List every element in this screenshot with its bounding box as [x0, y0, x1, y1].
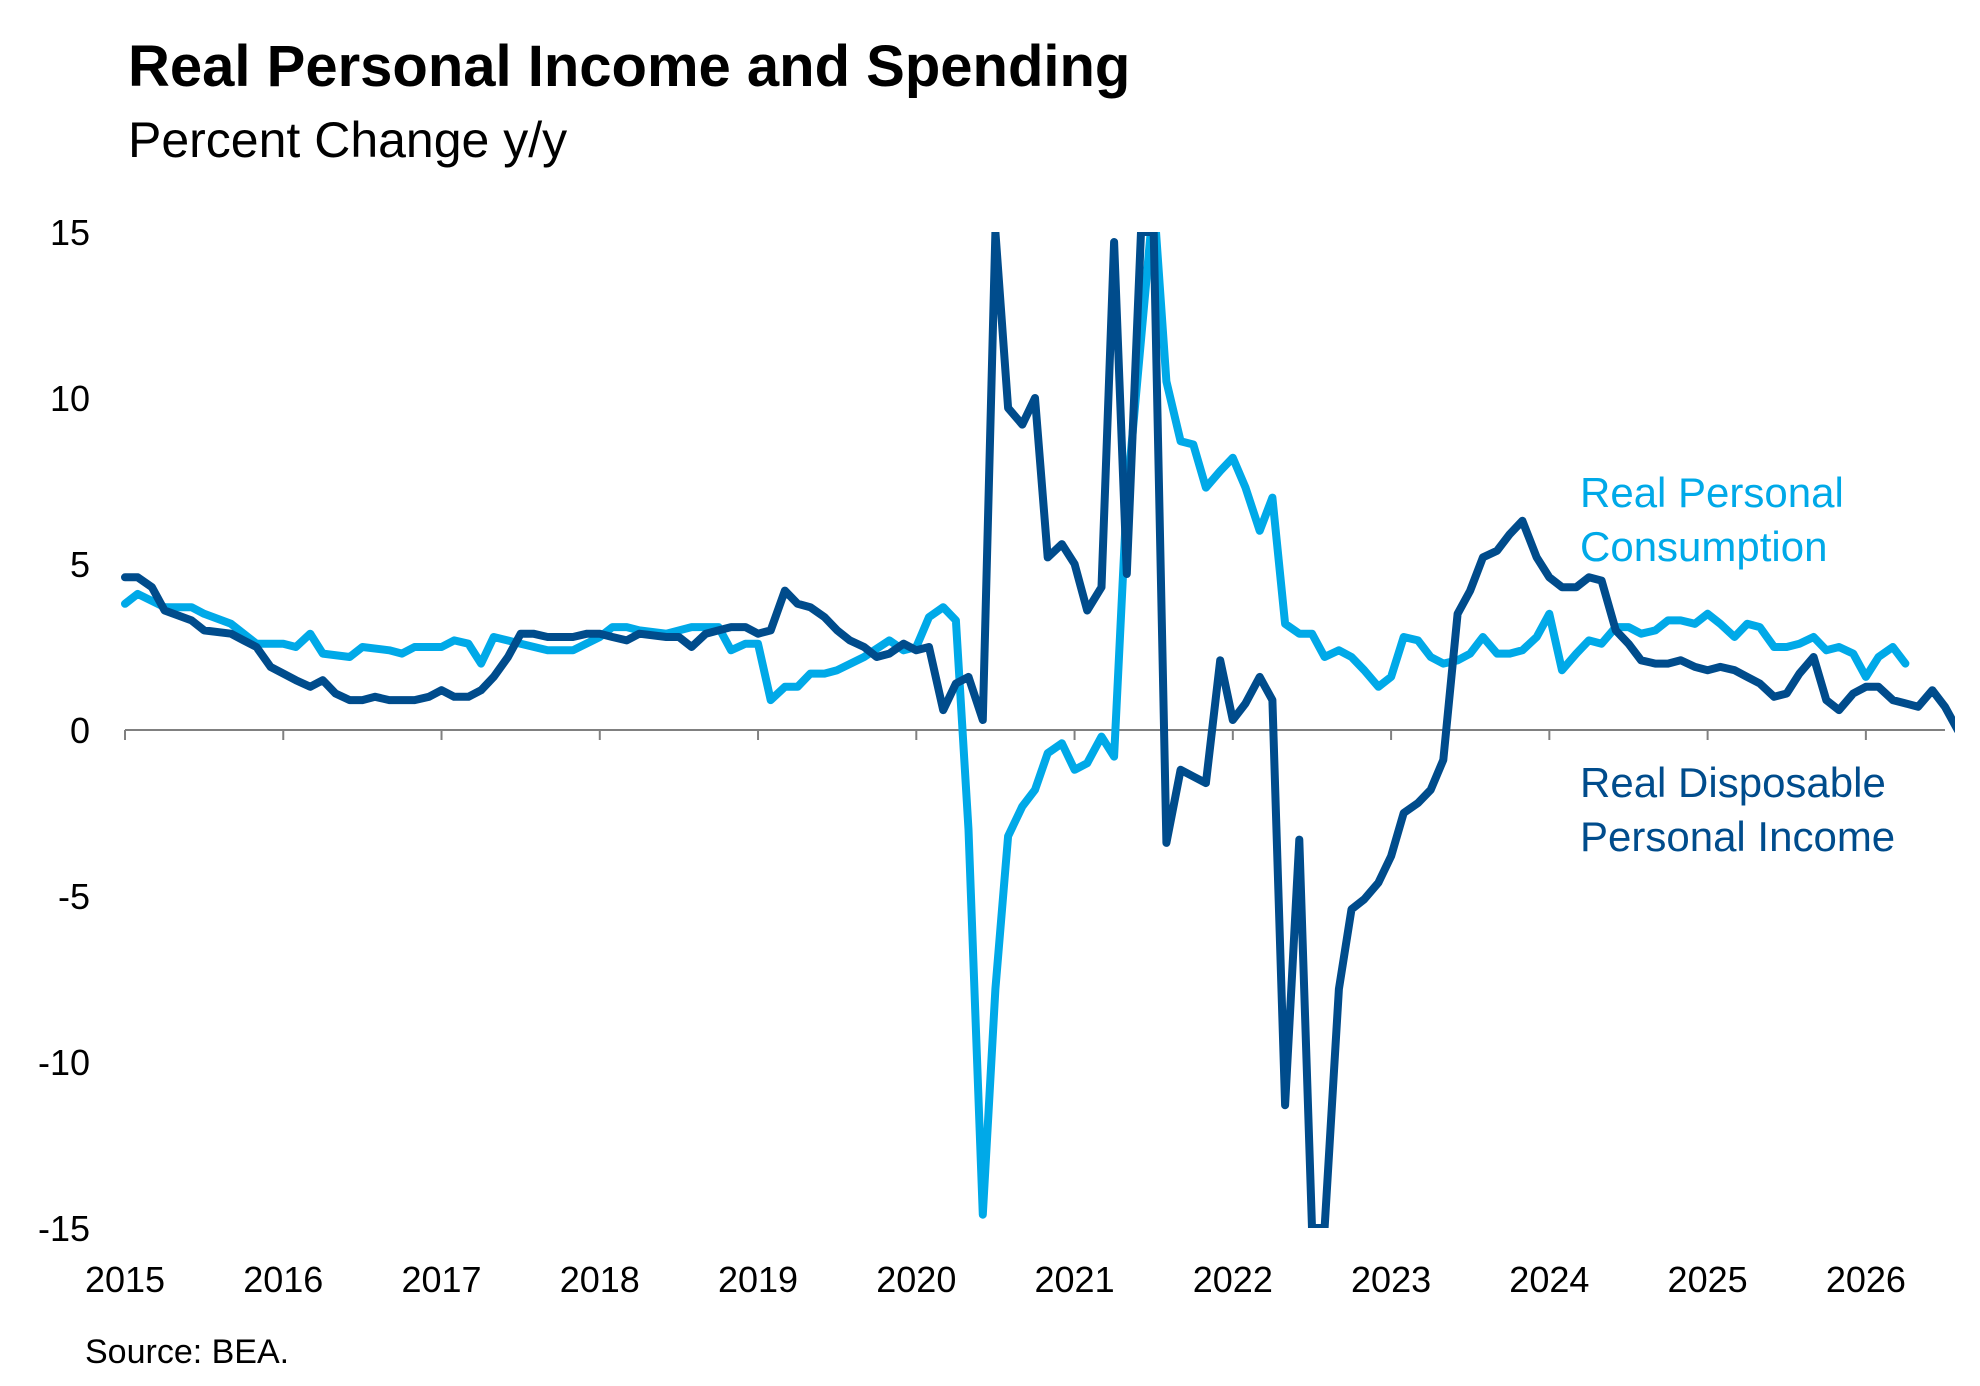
y-tick-label: 0 — [70, 710, 90, 751]
x-tick-label: 2015 — [85, 1259, 165, 1300]
series-labels: Real Personal Consumption Real Disposable P… — [1580, 469, 1895, 860]
x-tick-label: 2016 — [243, 1259, 323, 1300]
x-tick-label: 2022 — [1193, 1259, 1273, 1300]
x-tick-label: 2019 — [718, 1259, 798, 1300]
x-tick-label: 2023 — [1351, 1259, 1431, 1300]
y-tick-label: -15 — [38, 1208, 90, 1249]
x-tick-label: 2021 — [1035, 1259, 1115, 1300]
y-tick-label: 15 — [50, 212, 90, 253]
consumption-label-line: Consumption — [1580, 523, 1827, 570]
series-lines — [121, 232, 1955, 1228]
source-note: Source: BEA. — [85, 1333, 290, 1371]
income-line — [121, 232, 1955, 1228]
x-tick-label: 2018 — [560, 1259, 640, 1300]
consumption-label-line: Real Personal — [1580, 469, 1844, 516]
x-tick-label: 2025 — [1668, 1259, 1748, 1300]
x-tick-label: 2024 — [1509, 1259, 1589, 1300]
y-tick-label: 5 — [70, 544, 90, 585]
x-axis-ticks: 2015 2016 2017 2018 2019 2020 2021 2022 2023 2024… — [85, 730, 1906, 1300]
income-label: Real Disposable Personal Income — [1580, 759, 1895, 860]
consumption-line — [121, 232, 1910, 1219]
chart-title: Real Personal Income and Spending — [128, 34, 1131, 99]
x-tick-label: 2026 — [1826, 1259, 1906, 1300]
x-tick-label: 2017 — [401, 1259, 481, 1300]
y-axis-ticks: 15 10 5 0 -5 -10 -15 — [38, 212, 90, 1249]
x-tick-label: 2020 — [876, 1259, 956, 1300]
income-label-line: Real Disposable — [1580, 759, 1886, 806]
income-label-line: Personal Income — [1580, 813, 1895, 860]
chart-subtitle: Percent Change y/y — [128, 112, 568, 168]
y-tick-label: -5 — [58, 876, 90, 917]
consumption-label: Real Personal Consumption — [1580, 469, 1844, 570]
y-tick-label: 10 — [50, 378, 90, 419]
y-tick-label: -10 — [38, 1042, 90, 1083]
